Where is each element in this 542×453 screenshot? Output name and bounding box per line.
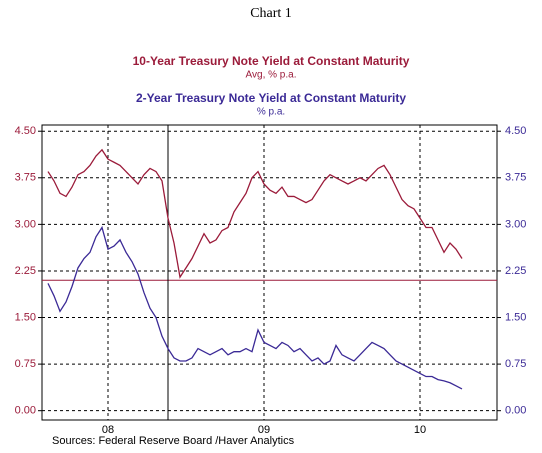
y2-tick-label: 2.25 <box>505 265 526 277</box>
source: Sources: Federal Reserve Board /Haver An… <box>52 435 295 447</box>
y-tick-label: 2.25 <box>15 265 36 277</box>
y-tick-label: 1.50 <box>15 311 36 323</box>
series-unit: % p.a. <box>257 107 285 118</box>
y-tick-label: 4.50 <box>15 125 36 137</box>
series-unit: Avg, % p.a. <box>246 70 297 81</box>
series-line <box>47 148 463 279</box>
y-tick-label: 0.00 <box>15 405 36 417</box>
x-tick-label: 08 <box>102 424 114 436</box>
y2-tick-label: 0.00 <box>505 405 526 417</box>
y2-tick-label: 3.75 <box>505 172 526 184</box>
x-tick-label: 10 <box>414 424 426 436</box>
y2-tick-label: 4.50 <box>505 125 526 137</box>
chart-title: Chart 1 <box>250 6 292 21</box>
y2-tick-label: 0.75 <box>505 358 526 370</box>
x-tick-label: 09 <box>258 424 270 436</box>
y2-tick-label: 1.50 <box>505 311 526 323</box>
series-title: 10-Year Treasury Note Yield at Constant … <box>133 54 410 68</box>
y-tick-label: 3.75 <box>15 172 36 184</box>
plot-frame <box>41 124 498 421</box>
y-tick-label: 0.75 <box>15 358 36 370</box>
y2-tick-label: 3.00 <box>505 218 526 230</box>
series-title: 2-Year Treasury Note Yield at Constant M… <box>136 91 406 105</box>
y-tick-label: 3.00 <box>15 218 36 230</box>
series-line <box>47 225 463 390</box>
